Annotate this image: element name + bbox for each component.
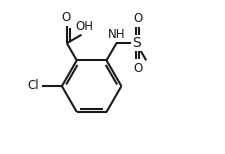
- Text: S: S: [131, 36, 140, 50]
- Text: O: O: [133, 62, 142, 75]
- Text: Cl: Cl: [27, 79, 39, 92]
- Text: O: O: [133, 12, 142, 25]
- Text: O: O: [61, 11, 70, 24]
- Text: NH: NH: [108, 28, 125, 41]
- Text: OH: OH: [75, 20, 93, 33]
